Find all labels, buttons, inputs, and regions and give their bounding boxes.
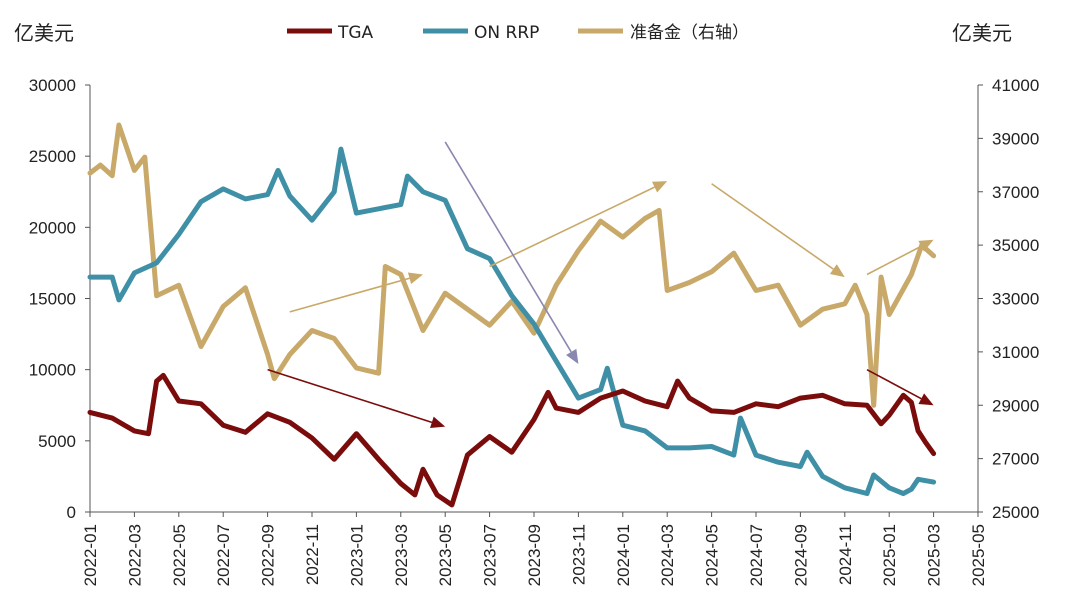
x-tick-label: 2022-09 — [259, 524, 278, 586]
x-tick-label: 2022-03 — [125, 524, 144, 586]
x-tick-label: 2023-07 — [481, 524, 500, 586]
arrow-shaft — [866, 245, 922, 276]
right-tick-label: 41000 — [992, 76, 1039, 95]
x-tick-label: 2022-01 — [81, 524, 100, 586]
right-tick-label: 37000 — [992, 183, 1039, 202]
series-layer — [87, 122, 937, 508]
x-tick-label: 2023-11 — [569, 524, 588, 585]
arrow-head — [430, 416, 446, 429]
arrow-shaft — [289, 277, 410, 313]
right-tick-label: 35000 — [992, 236, 1039, 255]
right-tick-label: 27000 — [992, 450, 1039, 469]
x-tick-label: 2024-09 — [791, 524, 810, 586]
x-tick-label: 2023-05 — [436, 524, 455, 586]
arrow-head — [651, 181, 668, 193]
x-tick-label: 2024-05 — [703, 524, 722, 586]
arrow-shaft — [489, 186, 655, 268]
annotation-arrow — [866, 239, 934, 276]
left-tick-label: 10000 — [29, 361, 76, 380]
series-line- — [87, 122, 937, 408]
arrow-head — [566, 348, 579, 364]
axes: 0 5000 10000 15000 20000 25000 30000 25000 27000… — [29, 76, 1040, 586]
right-tick-label: 39000 — [992, 129, 1039, 148]
annotation-arrow — [267, 368, 446, 429]
arrow-shaft — [444, 141, 572, 353]
right-axis-unit: 亿美元 — [952, 21, 1012, 45]
series-line-onrrp — [87, 146, 937, 496]
x-tick-label: 2024-01 — [614, 524, 633, 586]
annotation-arrow — [866, 368, 934, 406]
x-tick-label: 2022-07 — [214, 524, 233, 586]
left-tick-label: 5000 — [38, 432, 76, 451]
series-line-tga — [87, 372, 937, 508]
right-tick-label: 31000 — [992, 343, 1039, 362]
x-tick-label: 2023-09 — [525, 524, 544, 586]
x-tick-label: 2022-11 — [303, 524, 322, 585]
legend-label-tga: TGA — [337, 23, 374, 43]
x-tick-label: 2025-01 — [880, 524, 899, 586]
arrow-head — [918, 239, 934, 252]
legend-label-onrrp: ON RRP — [474, 23, 539, 43]
x-tick-label: 2023-01 — [347, 524, 366, 586]
left-tick-label: 15000 — [29, 290, 76, 309]
annotation-arrow — [444, 141, 579, 364]
x-tick-label: 2022-05 — [170, 524, 189, 586]
annotation-arrow — [289, 272, 423, 313]
arrow-head — [918, 393, 934, 406]
x-tick-label: 2024-07 — [747, 524, 766, 586]
arrow-shaft — [866, 368, 922, 400]
x-tick-label: 2023-03 — [392, 524, 411, 586]
x-tick-label: 2024-03 — [658, 524, 677, 586]
annotation-arrow — [489, 181, 668, 268]
legend-label-reserves: 准备金（右轴） — [630, 23, 749, 43]
left-tick-label: 25000 — [29, 147, 76, 166]
x-tick-label: 2025-03 — [925, 524, 944, 586]
left-axis-unit: 亿美元 — [14, 21, 74, 45]
right-tick-label: 25000 — [992, 503, 1039, 522]
arrow-head — [407, 272, 423, 285]
arrow-head — [829, 264, 845, 278]
arrow-shaft — [267, 368, 433, 424]
right-tick-label: 29000 — [992, 396, 1039, 415]
annotation-arrow — [711, 183, 845, 278]
x-tick-label: 2024-11 — [836, 524, 855, 585]
x-tick-label: 2025-05 — [969, 524, 988, 586]
legend: TGA ON RRP 准备金（右轴） — [287, 23, 749, 43]
right-tick-label: 33000 — [992, 290, 1039, 309]
left-tick-label: 30000 — [29, 76, 76, 95]
left-tick-label: 0 — [67, 503, 76, 522]
annotation-arrows — [267, 141, 934, 429]
arrow-shaft — [711, 183, 834, 270]
left-tick-label: 20000 — [29, 218, 76, 237]
